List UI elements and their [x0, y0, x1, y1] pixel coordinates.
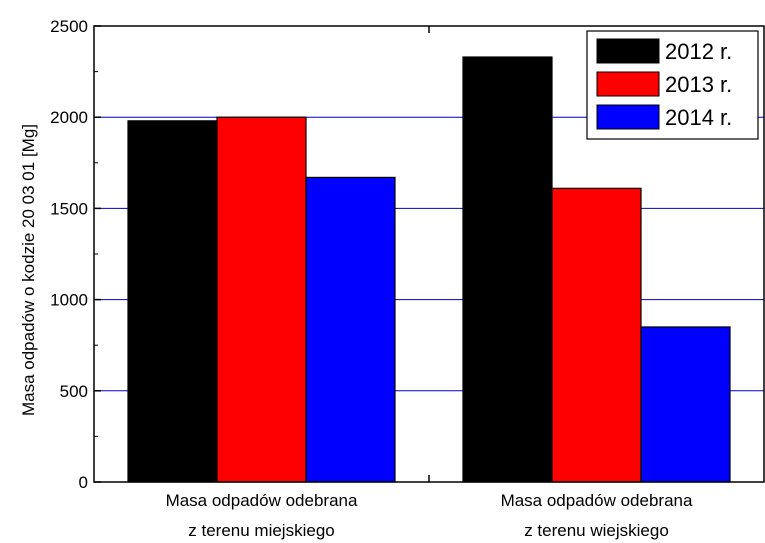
legend-label: 2014 r.	[665, 105, 732, 130]
bar	[640, 326, 731, 483]
bar	[551, 187, 642, 483]
x-category-label: z terenu miejskiego	[188, 521, 334, 540]
legend-label: 2013 r.	[665, 72, 732, 97]
legend-swatch	[596, 71, 660, 97]
y-tick-label: 1500	[50, 199, 88, 218]
legend: 2012 r. 2013 r. 2014 r.	[586, 30, 759, 140]
y-axis-title: Masa odpadów o kodzie 20 03 01 [Mg]	[19, 124, 38, 416]
y-tick-label: 0	[79, 473, 88, 492]
category-labels: Masa odpadów odebrana z terenu miejskiego…	[166, 491, 693, 540]
bar	[216, 116, 307, 483]
bar	[462, 56, 553, 483]
y-tick-label: 2000	[50, 108, 88, 127]
axes	[93, 25, 765, 483]
x-category-label: Masa odpadów odebrana	[166, 491, 358, 510]
bar	[305, 176, 396, 483]
x-category-label: Masa odpadów odebrana	[501, 491, 693, 510]
legend-swatch	[596, 104, 660, 130]
tick-labels: 0 500 1000 1500 2000 2500	[50, 17, 88, 492]
y-tick-label: 2500	[50, 17, 88, 36]
x-category-label: z terenu wiejskiego	[524, 521, 669, 540]
bar	[127, 120, 218, 483]
y-tick-label: 1000	[50, 291, 88, 310]
y-tick-label: 500	[60, 382, 88, 401]
legend-swatch	[596, 38, 660, 64]
legend-label: 2012 r.	[665, 39, 732, 64]
